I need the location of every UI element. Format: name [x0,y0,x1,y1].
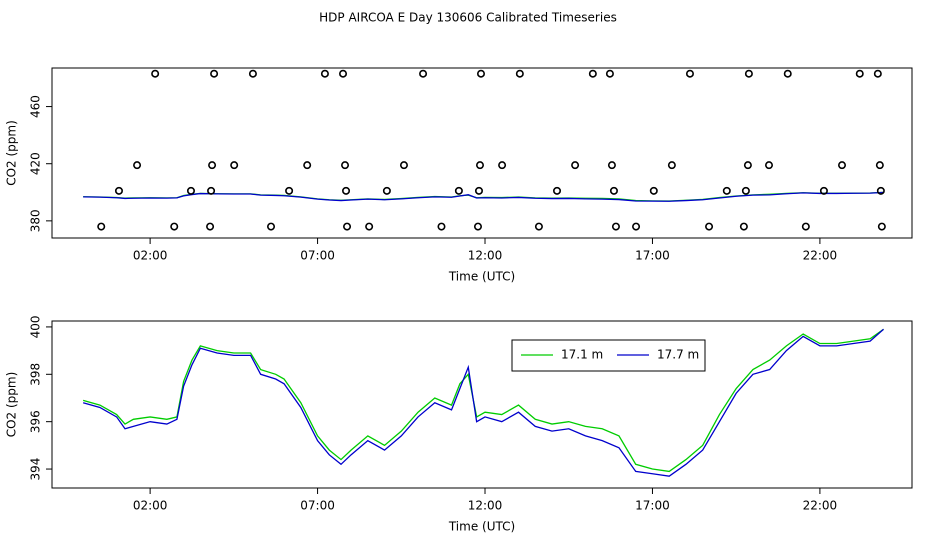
data-point [133,161,142,170]
series-line [83,191,884,202]
data-point [476,69,485,78]
data-point [303,161,312,170]
x-tick-label: 22:00 [803,499,838,513]
data-point [855,69,864,78]
data-point [875,161,884,170]
y-tick-label: 460 [29,95,43,118]
data-point [473,222,482,231]
x-tick-label: 02:00 [133,249,168,263]
x-tick-label: 12:00 [468,249,503,263]
data-point [741,186,750,195]
data-point [399,161,408,170]
data-point [685,69,694,78]
data-point [765,161,774,170]
y-axis-label: CO2 (ppm) [5,372,19,438]
data-point [230,161,239,170]
x-tick-label: 17:00 [635,499,670,513]
data-point [873,69,882,78]
x-tick-label: 07:00 [300,249,335,263]
page-title: HDP AIRCOA E Day 130606 Calibrated Times… [319,11,617,25]
x-tick-label: 02:00 [133,499,168,513]
data-point [343,222,352,231]
y-axis-label: CO2 (ppm) [5,120,19,186]
data-point [267,222,276,231]
data-point [285,186,294,195]
data-point [365,222,374,231]
data-point [607,161,616,170]
data-point [605,69,614,78]
data-point [722,186,731,195]
y-tick-label: 380 [29,209,43,232]
legend-label: 17.7 m [657,348,699,362]
x-tick-label: 07:00 [300,499,335,513]
data-point [743,161,752,170]
data-point [186,186,195,195]
plot-frame [51,320,913,489]
data-point [97,222,106,231]
data-point [876,186,885,195]
data-point [206,222,215,231]
data-point [783,69,792,78]
data-point [534,222,543,231]
data-point [571,161,580,170]
x-tick-label: 17:00 [635,249,670,263]
y-tick-label: 400 [29,315,43,338]
data-point [744,69,753,78]
data-point [588,69,597,78]
data-point [382,186,391,195]
data-point [208,161,217,170]
y-tick-label: 396 [29,410,43,433]
data-point [454,186,463,195]
data-point [801,222,810,231]
data-point [342,186,351,195]
x-tick-label: 22:00 [803,249,838,263]
data-point [515,69,524,78]
data-point [437,222,446,231]
data-point [877,222,886,231]
data-point [475,161,484,170]
data-point [705,222,714,231]
data-point [419,69,428,78]
x-axis-label: Time (UTC) [448,270,515,284]
y-tick-label: 420 [29,152,43,175]
data-point [838,161,847,170]
x-axis-label: Time (UTC) [448,520,515,534]
y-tick-label: 394 [29,458,43,481]
data-point [170,222,179,231]
data-point [498,161,507,170]
data-point [553,186,562,195]
x-tick-label: 12:00 [468,499,503,513]
data-point [819,186,828,195]
data-point [210,69,219,78]
data-point [649,186,658,195]
data-point [207,186,216,195]
series-line [82,328,884,477]
legend-label: 17.1 m [561,348,603,362]
data-point [609,186,618,195]
data-point [611,222,620,231]
data-point [632,222,641,231]
data-point [667,161,676,170]
data-point [320,69,329,78]
data-point [341,161,350,170]
plot-frame [51,67,913,239]
data-point [339,69,348,78]
y-tick-label: 398 [29,363,43,386]
series-line [82,328,884,473]
data-point [739,222,748,231]
data-point [474,186,483,195]
data-point [248,69,257,78]
data-point [114,186,123,195]
data-point [151,69,160,78]
